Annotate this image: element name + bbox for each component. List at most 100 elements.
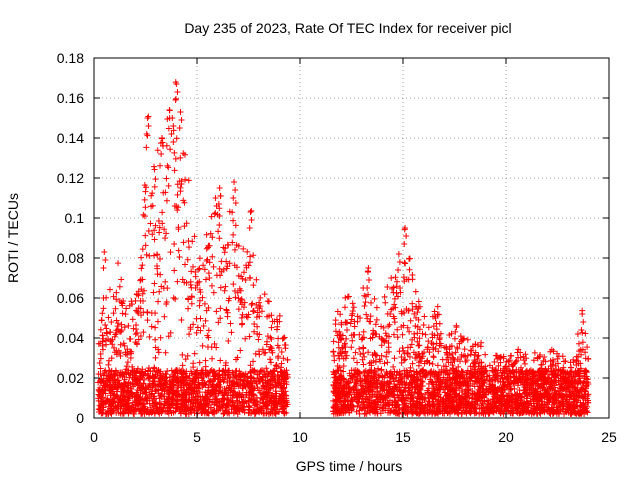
data-point: [470, 404, 477, 411]
data-point: [187, 326, 194, 333]
data-point: [449, 355, 456, 362]
data-point: [244, 314, 251, 321]
data-point: [264, 398, 271, 405]
data-point: [354, 359, 361, 366]
data-point: [342, 319, 349, 326]
data-point: [171, 267, 178, 274]
data-point: [115, 326, 122, 333]
data-point: [540, 392, 547, 399]
data-point: [196, 286, 203, 293]
data-point: [344, 401, 351, 408]
data-point: [464, 402, 471, 409]
data-point: [425, 338, 432, 345]
data-point: [118, 397, 125, 404]
data-point: [174, 384, 181, 391]
data-point: [397, 285, 404, 292]
data-point: [391, 355, 398, 362]
data-point: [531, 409, 538, 416]
data-point: [412, 288, 419, 295]
data-point: [424, 346, 431, 353]
data-point: [415, 362, 422, 369]
data-point: [108, 371, 115, 378]
data-point: [229, 369, 236, 376]
data-point: [475, 375, 482, 382]
data-point: [421, 391, 428, 398]
data-point: [367, 409, 374, 416]
data-point: [498, 406, 505, 413]
data-point: [145, 382, 152, 389]
data-point: [102, 321, 109, 328]
data-point: [250, 368, 257, 375]
data-point: [263, 338, 270, 345]
data-point: [422, 403, 429, 410]
data-point: [268, 336, 275, 343]
data-point: [208, 213, 215, 220]
data-point: [446, 343, 453, 350]
data-point: [216, 367, 223, 374]
data-point: [139, 374, 146, 381]
data-point: [163, 377, 170, 384]
data-point: [548, 404, 555, 411]
data-point: [452, 328, 459, 335]
data-point: [429, 410, 436, 417]
data-point: [117, 349, 124, 356]
data-point: [163, 298, 170, 305]
data-point: [391, 315, 398, 322]
data-point: [551, 384, 558, 391]
data-point: [386, 383, 393, 390]
data-point: [196, 389, 203, 396]
data-point: [341, 394, 348, 401]
data-point: [242, 277, 249, 284]
data-point: [276, 318, 283, 325]
data-point: [419, 367, 426, 374]
data-point: [109, 377, 116, 384]
data-point: [345, 293, 352, 300]
data-point: [449, 366, 456, 373]
data-point: [147, 368, 154, 375]
data-point: [224, 309, 231, 316]
data-point: [171, 167, 178, 174]
data-point: [95, 395, 102, 402]
data-point: [406, 369, 413, 376]
data-point: [149, 409, 156, 416]
data-point: [264, 333, 271, 340]
data-point: [125, 384, 132, 391]
data-point: [101, 368, 108, 375]
data-point: [217, 406, 224, 413]
data-point: [227, 374, 234, 381]
data-point: [452, 408, 459, 415]
data-point: [380, 337, 387, 344]
data-point: [493, 408, 500, 415]
data-point: [225, 337, 232, 344]
data-point: [473, 379, 480, 386]
data-point: [184, 352, 191, 359]
data-point: [567, 369, 574, 376]
data-point: [401, 259, 408, 266]
data-point: [190, 389, 197, 396]
data-point: [155, 409, 162, 416]
data-point: [267, 397, 274, 404]
data-point: [164, 285, 171, 292]
data-point: [503, 400, 510, 407]
data-point: [343, 326, 350, 333]
data-point: [503, 358, 510, 365]
data-point: [187, 377, 194, 384]
data-point: [486, 372, 493, 379]
data-point: [331, 357, 338, 364]
data-point: [499, 384, 506, 391]
data-point: [414, 338, 421, 345]
data-point: [213, 308, 220, 315]
data-point: [579, 339, 586, 346]
data-point: [571, 405, 578, 412]
data-point: [251, 408, 258, 415]
data-point: [580, 400, 587, 407]
data-point: [206, 398, 213, 405]
data-point: [376, 394, 383, 401]
data-point: [142, 188, 149, 195]
data-point: [218, 397, 225, 404]
data-point: [359, 395, 366, 402]
data-point: [218, 258, 225, 265]
data-point: [489, 381, 496, 388]
data-point: [515, 373, 522, 380]
data-point: [221, 392, 228, 399]
